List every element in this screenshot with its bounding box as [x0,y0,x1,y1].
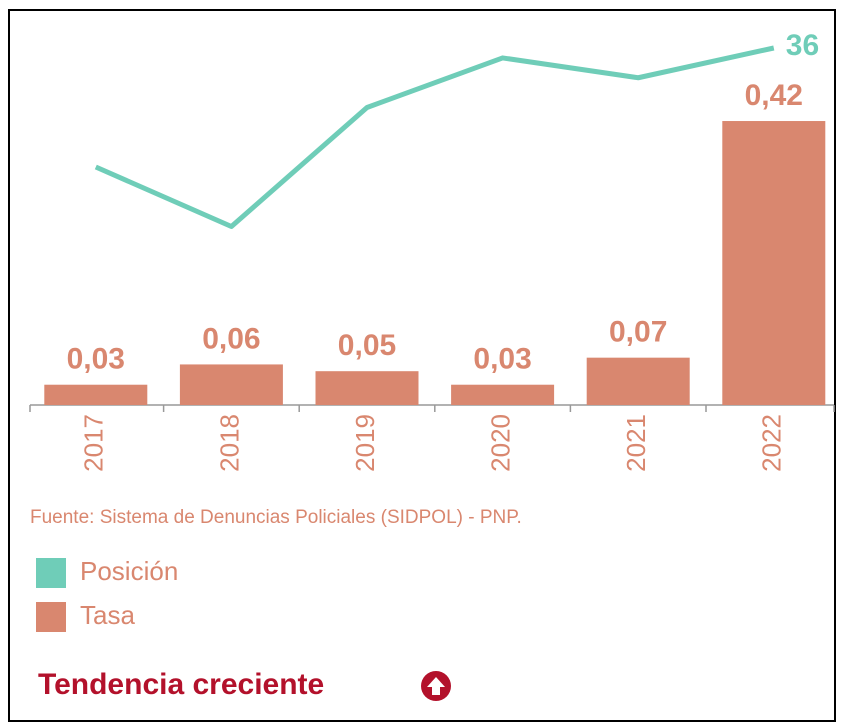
x-tick-label: 2022 [757,414,787,472]
legend-swatch [36,558,66,588]
bar [586,357,690,405]
data-label: 0,42 [745,79,803,112]
data-label: 0,03 [67,343,125,376]
source: Fuente: Sistema de Denuncias Policiales … [30,507,522,528]
bar [179,364,283,405]
data-label: 0,07 [609,316,667,349]
bar [315,371,419,405]
bar [44,384,148,405]
trend-icon [421,671,451,701]
legend-label: Tasa [80,600,135,630]
x-tick-label: 2020 [485,414,515,472]
legend-label: Posición [80,556,178,586]
data-label: 0,06 [202,322,260,355]
bar [451,384,555,405]
data-label: 0,05 [338,329,396,362]
x-tick-label: 2019 [350,414,380,472]
x-tick-label: 2018 [214,414,244,472]
end-label: 36 [786,29,819,62]
frame [8,9,836,722]
bar [722,121,826,405]
trend-text: Tendencia creciente [38,668,324,701]
legend-swatch [36,602,66,632]
x-tick-label: 2017 [79,414,109,472]
line [94,45,775,229]
data-label: 0,03 [473,343,531,376]
x-tick-label: 2021 [621,414,651,472]
